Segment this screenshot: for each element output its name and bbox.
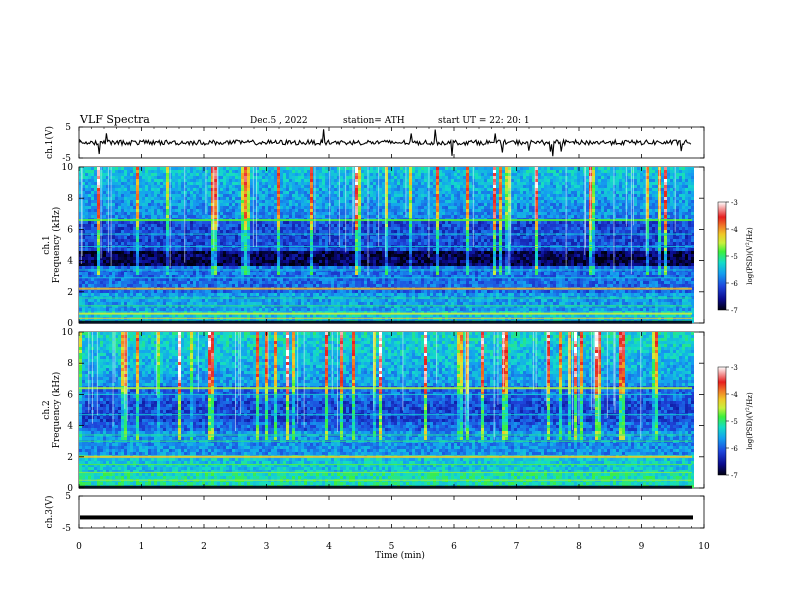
y-axis-frequency-label: Frequency (kHz) [51,207,62,284]
x-tick-label: 9 [639,542,645,552]
header-date: Dec.5 , 2022 [250,116,308,126]
colorbar-tick-label: -3 [731,364,738,372]
y-tick-label: 6 [67,390,73,400]
x-tick-label: 3 [264,542,270,552]
header-start-ut: start UT = 22: 20: 1 [438,116,530,126]
colorbar-ramp [717,201,727,311]
x-tick-label: 6 [451,542,457,552]
y-tick-label: 0 [67,484,73,494]
colorbar-tick-label: -7 [731,307,738,315]
y-axis-label: ch.1(V) [44,126,55,159]
ch1-spectrogram [79,167,694,324]
x-tick-label: 5 [389,542,395,552]
colorbar-label: log(PSD)(V2/Hz) [745,392,754,450]
y-axis-label: ch.3(V) [44,496,55,529]
ch2-colorbar: -3 -4 -5 -6 -7 log(PSD)(V2/Hz) [717,364,754,480]
colorbar-tick-label: -5 [731,253,738,261]
y-tick-label: 2 [67,288,73,298]
x-tick-label: 1 [139,542,145,552]
y-tick-label: 2 [67,453,73,463]
colorbar-label: log(PSD)(V2/Hz) [745,227,754,285]
y-tick-label: -5 [62,154,71,164]
colorbar-tick-label: -4 [731,391,738,399]
y-tick-label: 5 [65,123,71,133]
y-tick-label: 4 [67,422,73,432]
header-station: station= ATH [343,116,405,126]
y-tick-label: 8 [67,359,73,369]
panel-frame-w3 [78,495,705,529]
y-tick-label: 10 [62,163,74,173]
x-tick-label: 4 [326,542,332,552]
y-tick-label: 0 [67,319,73,329]
y-axis-channel-label: ch.2 [42,400,52,419]
y-tick-label: 8 [67,194,73,204]
ch1-colorbar: -3 -4 -5 -6 -7 log(PSD)(V2/Hz) [717,199,754,315]
x-axis-label: Time (min) [375,550,425,561]
y-tick-label: 6 [67,225,73,235]
colorbar-tick-label: -4 [731,226,738,234]
x-tick-label: 7 [514,542,520,552]
y-tick-label: 10 [62,328,74,338]
y-tick-label: 4 [67,257,73,267]
colorbar-ramp [717,366,727,476]
y-axis-channel-label: ch.1 [42,235,52,254]
colorbar-tick-label: -6 [731,280,738,288]
x-tick-label: 2 [201,542,207,552]
colorbar-tick-label: -3 [731,199,738,207]
y-tick-label: 5 [65,492,71,502]
figure-title: VLF Spectra [79,113,150,126]
colorbar-tick-label: -6 [731,445,738,453]
y-axis-frequency-label: Frequency (kHz) [51,372,62,449]
y-tick-label: -5 [62,524,71,534]
x-tick-label: 0 [76,542,82,552]
ch1-waveform-trace [79,129,692,157]
colorbar-tick-label: -5 [731,418,738,426]
ch3-waveform-trace [80,515,693,520]
x-tick-label: 10 [698,542,710,552]
ch2-spectrogram [79,332,694,489]
colorbar-tick-label: -7 [731,472,738,480]
x-tick-label: 8 [576,542,582,552]
